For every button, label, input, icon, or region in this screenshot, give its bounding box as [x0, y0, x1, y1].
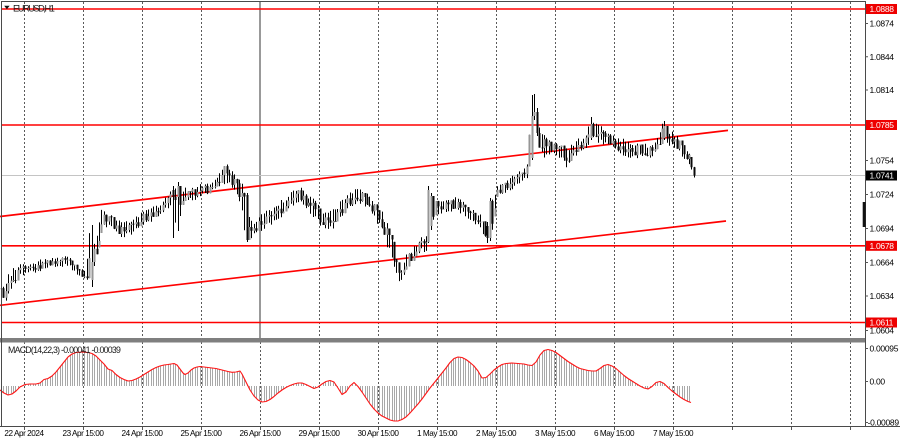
svg-text:7 May 15:00: 7 May 15:00 [653, 429, 694, 438]
svg-text:29 Apr 15:00: 29 Apr 15:00 [298, 429, 340, 438]
svg-text:0.00095: 0.00095 [870, 344, 899, 354]
svg-text:1.0634: 1.0634 [870, 291, 895, 301]
svg-text:24 Apr 15:00: 24 Apr 15:00 [121, 429, 163, 438]
svg-text:3 May 15:00: 3 May 15:00 [535, 429, 576, 438]
svg-text:30 Apr 15:00: 30 Apr 15:00 [357, 429, 399, 438]
svg-text:-0.00089: -0.00089 [868, 418, 900, 428]
svg-text:1.0678: 1.0678 [870, 241, 895, 251]
svg-text:EURUSD,H1: EURUSD,H1 [13, 4, 55, 14]
svg-text:1.0604: 1.0604 [870, 326, 895, 336]
svg-text:1.0814: 1.0814 [870, 85, 895, 95]
svg-text:1.0874: 1.0874 [870, 19, 895, 29]
svg-text:1.0741: 1.0741 [870, 171, 895, 181]
svg-text:0.00: 0.00 [870, 377, 886, 387]
svg-text:1.0611: 1.0611 [870, 318, 894, 328]
svg-text:25 Apr 15:00: 25 Apr 15:00 [180, 429, 222, 438]
svg-text:6 May 15:00: 6 May 15:00 [594, 429, 635, 438]
svg-text:1.0785: 1.0785 [870, 120, 895, 130]
svg-text:1.0754: 1.0754 [870, 156, 895, 166]
svg-text:MACD(14,22,3) -0.00041 -0.0003: MACD(14,22,3) -0.00041 -0.00039 [8, 345, 121, 355]
svg-text:1.0694: 1.0694 [870, 224, 895, 234]
svg-text:1 May 15:00: 1 May 15:00 [417, 429, 458, 438]
svg-text:1.0844: 1.0844 [870, 52, 895, 62]
svg-text:23 Apr 15:00: 23 Apr 15:00 [62, 429, 104, 438]
svg-text:26 Apr 15:00: 26 Apr 15:00 [239, 429, 281, 438]
svg-text:1.0724: 1.0724 [870, 190, 895, 200]
svg-text:1.0664: 1.0664 [870, 258, 895, 268]
svg-text:2 May 15:00: 2 May 15:00 [476, 429, 517, 438]
svg-text:22 Apr 2024: 22 Apr 2024 [4, 429, 44, 438]
svg-text:1.0888: 1.0888 [870, 4, 895, 14]
